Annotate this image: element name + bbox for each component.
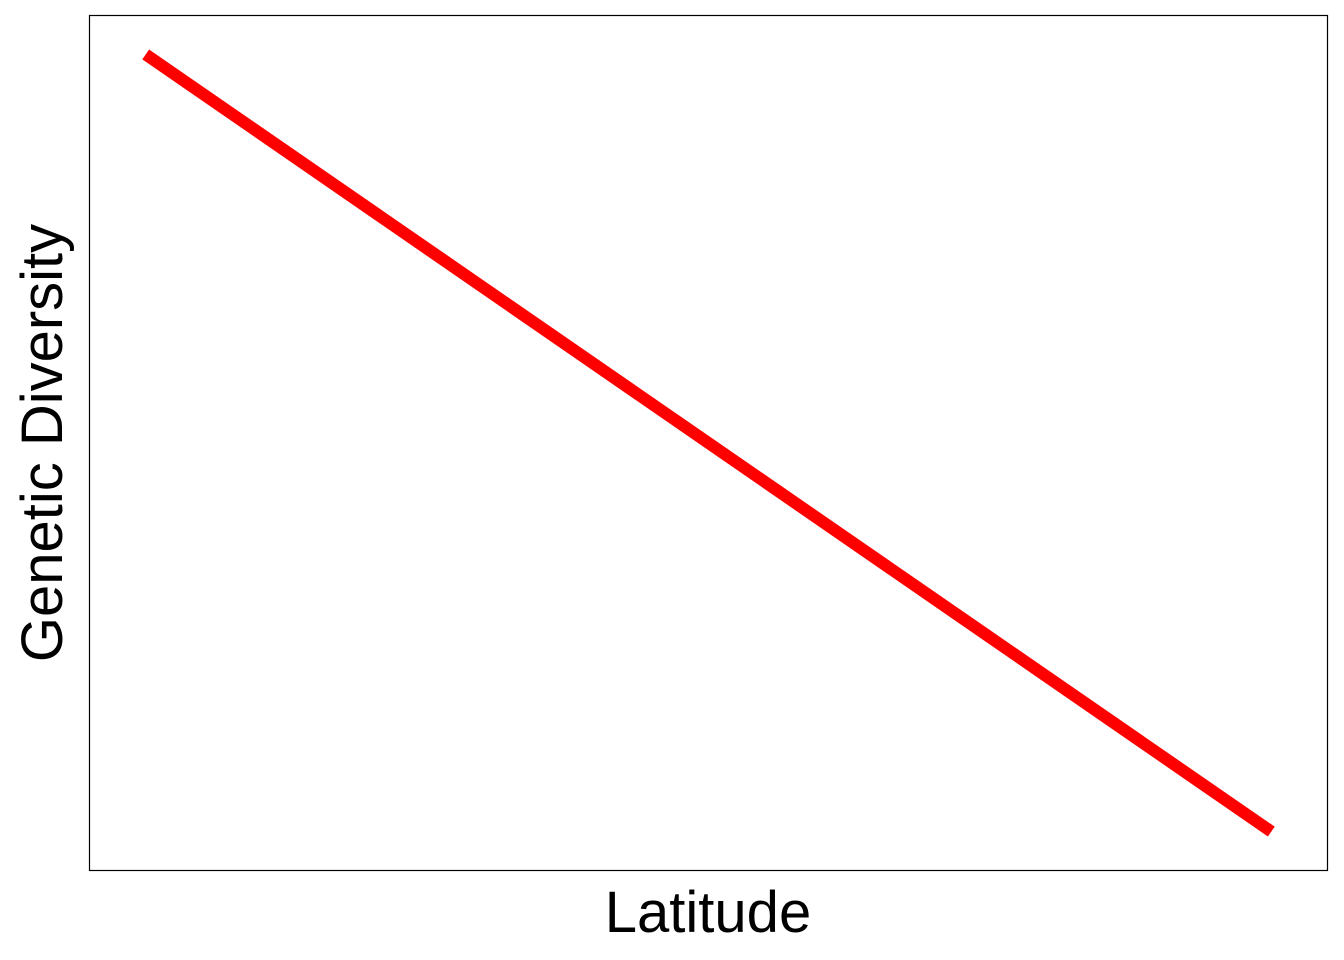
- series-line-1: [142, 49, 1275, 837]
- series-layer: [142, 49, 1275, 837]
- y-axis-title: Genetic Diversity: [10, 224, 75, 662]
- plot-area-frame: [88, 14, 1329, 872]
- x-axis-title: Latitude: [605, 880, 811, 945]
